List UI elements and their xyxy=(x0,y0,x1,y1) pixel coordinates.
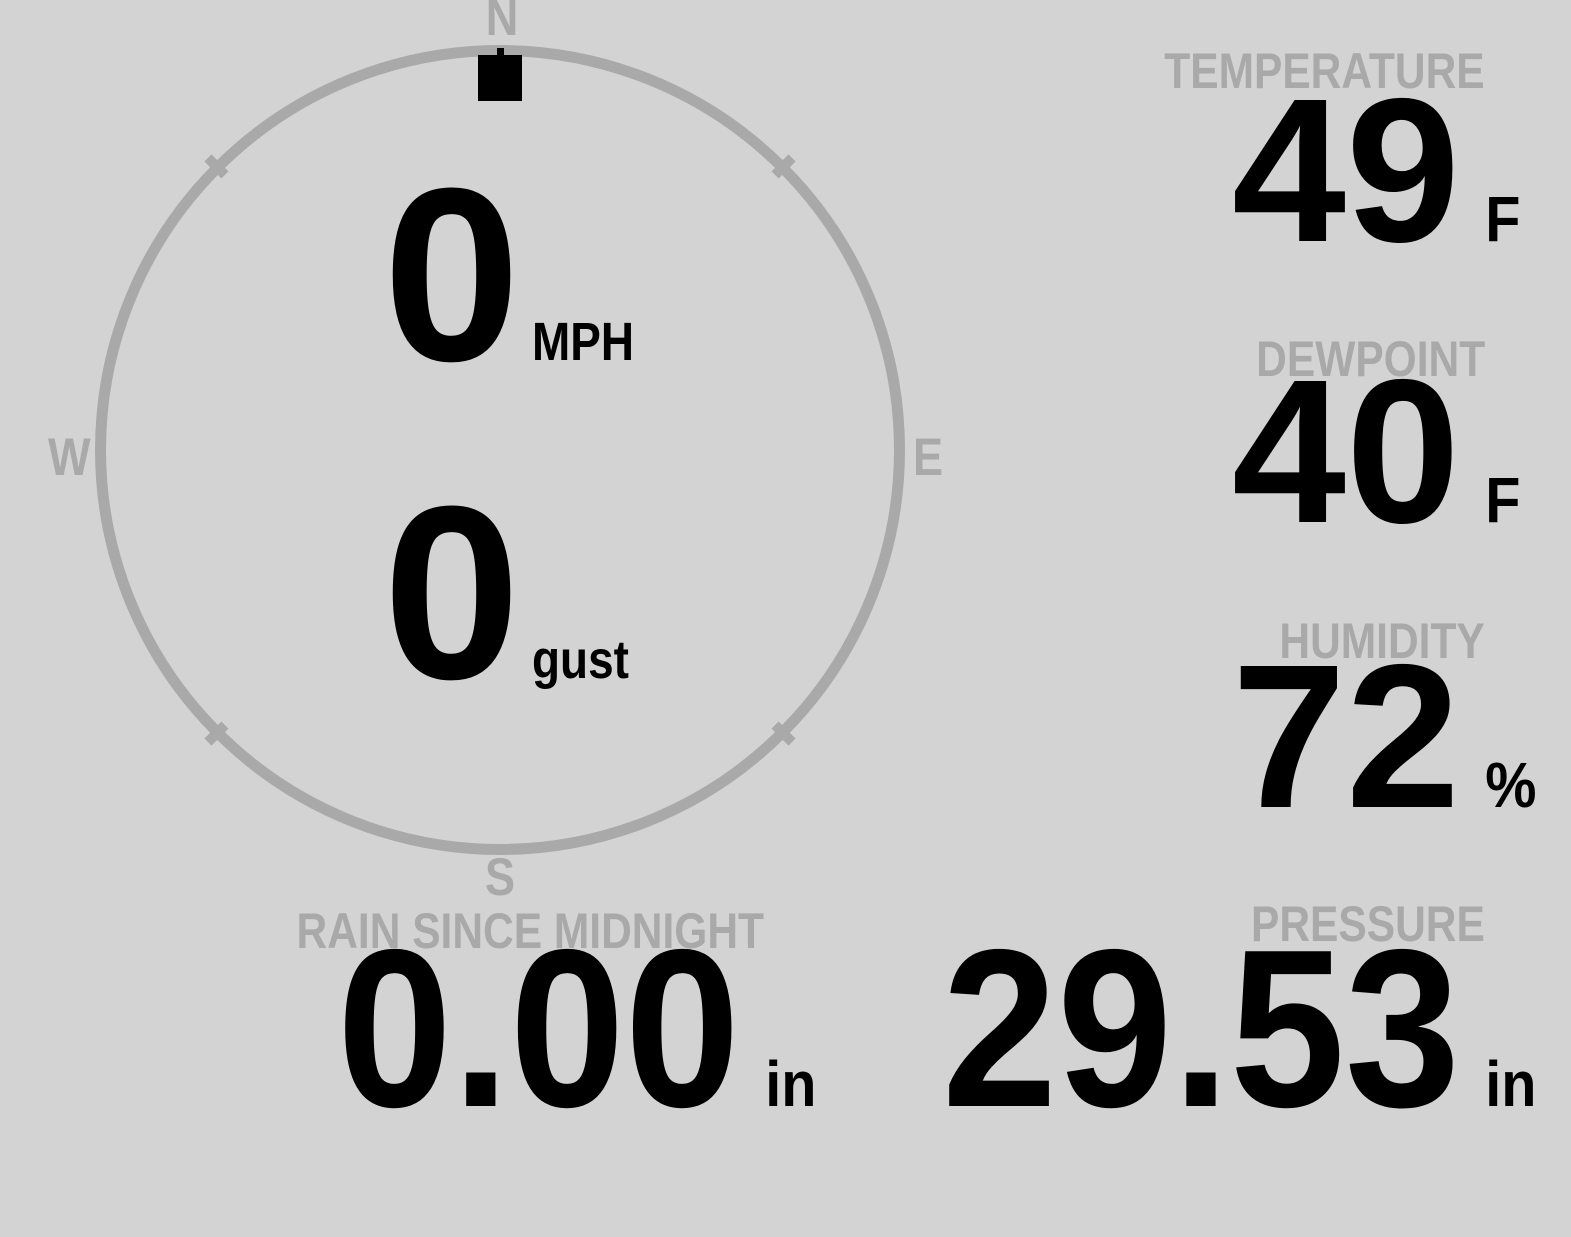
humidity-reading: 72 % xyxy=(1232,634,1540,839)
rain-unit: in xyxy=(765,1048,817,1120)
rain-metric: RAIN SINCE MIDNIGHT 0.00 in xyxy=(205,902,817,1154)
temperature-reading: 49 F xyxy=(1098,68,1540,273)
humidity-label: HUMIDITY xyxy=(1279,613,1485,669)
rain-reading: 0.00 in xyxy=(205,902,817,1154)
rain-label: RAIN SINCE MIDNIGHT xyxy=(296,903,765,959)
pressure-value: 29.53 xyxy=(941,902,1460,1154)
pressure-metric: PRESSURE 29.53 in xyxy=(897,899,1540,1141)
humidity-metric: HUMIDITY 72 % xyxy=(1232,616,1540,839)
dewpoint-unit: F xyxy=(1485,464,1521,536)
humidity-value: 72 xyxy=(1231,622,1460,851)
dewpoint-value: 40 xyxy=(1231,337,1460,566)
wind-gust-unit: gust xyxy=(532,630,630,690)
temperature-metric: TEMPERATURE 49 F xyxy=(1098,46,1540,273)
temperature-value: 49 xyxy=(1231,56,1460,285)
compass-label-west: W xyxy=(48,428,91,487)
compass-label-south: S xyxy=(484,848,516,907)
temperature-label: TEMPERATURE xyxy=(1164,43,1485,99)
wind-gust-value: 0 xyxy=(383,455,521,731)
compass-label-north: N xyxy=(485,0,519,47)
pressure-unit: in xyxy=(1485,1048,1537,1120)
dewpoint-metric: DEWPOINT 40 F xyxy=(1206,334,1540,554)
compass-label-east: E xyxy=(913,428,944,487)
wind-speed-reading: 0 MPH xyxy=(383,152,652,399)
dewpoint-label: DEWPOINT xyxy=(1255,331,1485,387)
pressure-label: PRESSURE xyxy=(1250,896,1485,952)
dewpoint-reading: 40 F xyxy=(1206,349,1540,554)
temperature-unit: F xyxy=(1485,183,1521,255)
rain-value: 0.00 xyxy=(337,902,740,1154)
humidity-unit: % xyxy=(1485,749,1537,821)
wind-speed-value: 0 xyxy=(383,137,521,413)
pressure-reading: 29.53 in xyxy=(897,916,1540,1141)
wind-speed-unit: MPH xyxy=(532,312,635,372)
wind-direction-marker xyxy=(478,48,522,101)
wind-gust-reading: 0 gust xyxy=(383,470,646,717)
